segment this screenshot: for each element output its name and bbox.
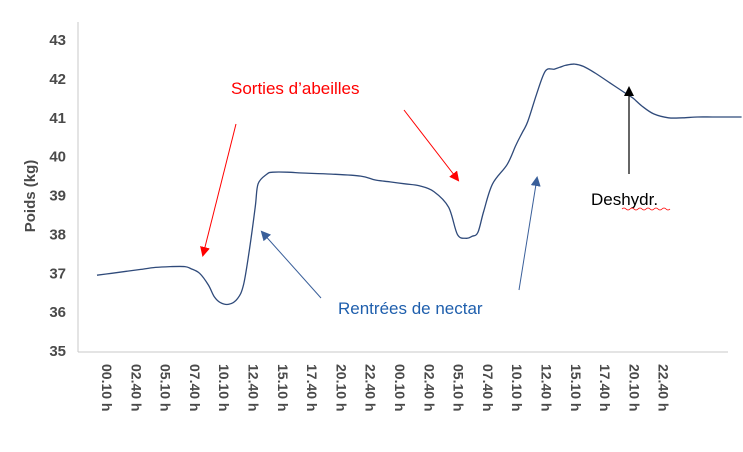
y-axis-label: Poids (kg)	[22, 160, 39, 233]
x-tick-label: 15.10 h	[275, 364, 291, 411]
x-tick-label: 00.10 h	[392, 364, 408, 411]
y-tick-label: 40	[49, 149, 66, 166]
y-tick-label: 37	[49, 265, 66, 282]
x-tick-label: 00.10 h	[99, 364, 115, 411]
x-tick-label: 07.40 h	[187, 364, 203, 411]
y-tick-labels: 35 36 37 38 39 40 41 42 43	[49, 32, 66, 360]
series-group	[96, 63, 742, 306]
x-tick-label: 02.40 h	[128, 364, 144, 411]
x-tick-label: 22.40 h	[656, 364, 672, 411]
x-tick-label: 07.40 h	[480, 364, 496, 411]
x-tick-label: 10.10 h	[216, 364, 232, 411]
y-tick-label: 38	[49, 226, 66, 243]
x-tick-label: 05.10 h	[451, 364, 467, 411]
y-tick-label: 36	[49, 304, 66, 321]
arrow-rentrees-1	[260, 230, 322, 299]
annotation-sorties: Sorties d’abeilles	[231, 79, 360, 98]
spellcheck-squiggle	[621, 207, 671, 211]
y-tick-label: 43	[49, 32, 66, 49]
x-tick-label: 10.10 h	[509, 364, 525, 411]
x-tick-label: 20.10 h	[333, 364, 349, 411]
x-tick-labels: 00.10 h 02.40 h 05.10 h 07.40 h 10.10 h 12.40…	[99, 364, 672, 411]
x-tick-label: 15.10 h	[568, 364, 584, 411]
series-line	[96, 63, 742, 306]
annotation-rentrees: Rentrées de nectar	[338, 299, 483, 318]
y-tick-label: 39	[49, 188, 66, 205]
x-tick-label: 22.40 h	[363, 364, 379, 411]
arrow-sorties-1	[200, 123, 237, 257]
x-tick-label: 12.40 h	[246, 364, 262, 411]
annotation-deshydr: Deshydr.	[591, 190, 658, 209]
x-tick-label: 17.40 h	[304, 364, 320, 411]
x-tick-label: 12.40 h	[539, 364, 555, 411]
arrow-rentrees-2	[518, 176, 541, 291]
y-tick-label: 41	[49, 110, 66, 127]
x-tick-label: 17.40 h	[597, 364, 613, 411]
x-tick-label: 02.40 h	[421, 364, 437, 411]
x-tick-label: 05.10 h	[158, 364, 174, 411]
x-tick-label: 20.10 h	[626, 364, 642, 411]
y-tick-label: 35	[49, 343, 66, 360]
y-tick-label: 42	[49, 71, 66, 88]
arrow-sorties-2	[403, 109, 460, 182]
